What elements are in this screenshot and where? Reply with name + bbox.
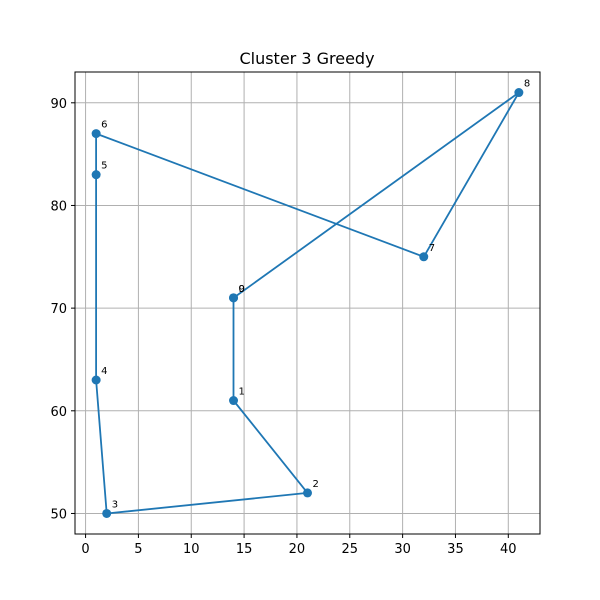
series-route <box>91 88 524 518</box>
x-tick-label: 15 <box>236 542 253 557</box>
x-tick-label: 20 <box>289 542 306 557</box>
route-line <box>95 91 520 515</box>
point-labels: 0 1 2 3 4 5 6 7 8 9 <box>101 79 530 511</box>
plot-frame <box>74 71 541 535</box>
route-point <box>419 252 429 262</box>
x-tick-label: 40 <box>500 542 517 557</box>
route-point <box>91 170 101 180</box>
x-tick-label: 25 <box>341 542 358 557</box>
x-tick-label: 0 <box>81 542 89 557</box>
point-label: 8 <box>524 79 530 90</box>
point-label: 2 <box>313 479 319 490</box>
point-label: 1 <box>239 387 245 398</box>
point-label: 9 <box>239 284 245 295</box>
x-tick-label: 30 <box>394 542 411 557</box>
point-label: 4 <box>101 366 107 377</box>
route-point <box>229 293 239 303</box>
route-point <box>514 88 524 98</box>
x-tick-label: 35 <box>447 542 464 557</box>
y-tick-label: 80 <box>50 199 67 214</box>
chart-title: Cluster 3 Greedy <box>239 49 374 68</box>
route-point <box>229 396 239 406</box>
route-point <box>102 508 112 518</box>
y-tick-label: 90 <box>50 97 67 112</box>
x-tick-label: 5 <box>134 542 142 557</box>
y-tick-label: 70 <box>50 302 67 317</box>
route-point <box>91 375 101 385</box>
point-label: 6 <box>101 120 107 131</box>
y-tick-label: 60 <box>50 405 67 420</box>
point-label: 3 <box>112 499 118 510</box>
point-label: 5 <box>101 161 107 172</box>
route-point <box>303 488 312 498</box>
point-label: 0 <box>239 284 245 295</box>
x-tick-label: 10 <box>183 542 200 557</box>
grid <box>75 72 540 534</box>
route-point <box>91 129 101 139</box>
point-label: 7 <box>429 243 435 254</box>
y-tick-label: 50 <box>50 507 67 522</box>
